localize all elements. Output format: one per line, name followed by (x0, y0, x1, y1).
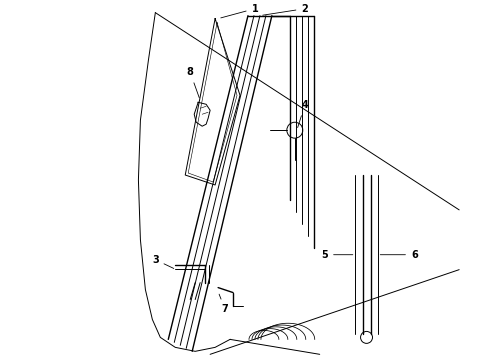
Text: 8: 8 (187, 67, 199, 98)
Text: 4: 4 (297, 100, 308, 127)
Text: 5: 5 (321, 250, 353, 260)
Text: 6: 6 (380, 250, 417, 260)
Text: 3: 3 (152, 255, 174, 269)
Text: 1: 1 (221, 4, 258, 18)
Text: 7: 7 (219, 294, 228, 315)
Text: 2: 2 (263, 4, 308, 15)
